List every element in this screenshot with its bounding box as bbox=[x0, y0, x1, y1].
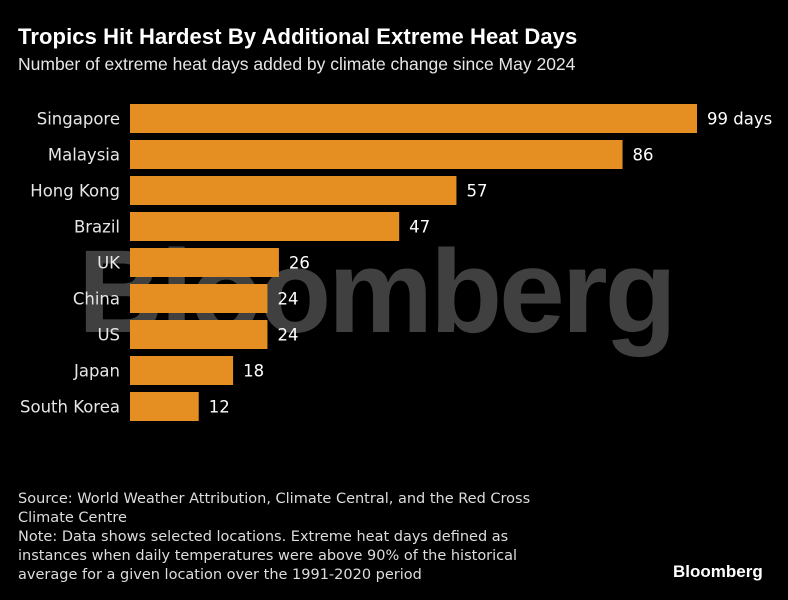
bar bbox=[130, 320, 268, 349]
bar bbox=[130, 248, 279, 277]
value-label: 12 bbox=[209, 398, 230, 417]
category-label: Brazil bbox=[74, 218, 120, 237]
value-label: 18 bbox=[243, 362, 264, 381]
bar bbox=[130, 284, 268, 313]
bar bbox=[130, 176, 457, 205]
value-label: 24 bbox=[277, 290, 298, 309]
bar bbox=[130, 356, 234, 385]
value-label: 99 days bbox=[707, 110, 772, 129]
category-label: China bbox=[73, 290, 120, 309]
bar bbox=[130, 104, 697, 133]
note-line-2: instances when daily temperatures were a… bbox=[18, 548, 518, 564]
bar bbox=[130, 140, 623, 169]
bloomberg-logo: Bloomberg bbox=[673, 562, 763, 581]
category-label: UK bbox=[97, 254, 121, 273]
source-line-2: Climate Centre bbox=[18, 510, 127, 526]
bar bbox=[130, 392, 199, 421]
value-label: 57 bbox=[466, 182, 487, 201]
category-label: US bbox=[97, 326, 120, 345]
chart-subtitle: Number of extreme heat days added by cli… bbox=[18, 54, 576, 74]
value-label: 47 bbox=[409, 218, 430, 237]
category-label: Hong Kong bbox=[30, 182, 120, 201]
note-line-1: Note: Data shows selected locations. Ext… bbox=[18, 529, 509, 545]
note-line-3: average for a given location over the 19… bbox=[18, 567, 422, 583]
bar-chart: Singapore 99 days Malaysia 86 Hong Kong 57 Bra… bbox=[20, 104, 772, 421]
category-label: Singapore bbox=[37, 110, 120, 129]
value-label: 26 bbox=[289, 254, 310, 273]
chart-notes: Source: World Weather Attribution, Clima… bbox=[18, 490, 618, 585]
bar bbox=[130, 212, 400, 241]
category-label: Japan bbox=[73, 362, 120, 381]
value-label: 24 bbox=[277, 326, 298, 345]
value-label: 86 bbox=[633, 146, 654, 165]
category-label: Malaysia bbox=[48, 146, 120, 165]
source-line-1: Source: World Weather Attribution, Clima… bbox=[18, 491, 531, 507]
chart-title: Tropics Hit Hardest By Additional Extrem… bbox=[18, 24, 578, 49]
category-label: South Korea bbox=[20, 398, 120, 417]
